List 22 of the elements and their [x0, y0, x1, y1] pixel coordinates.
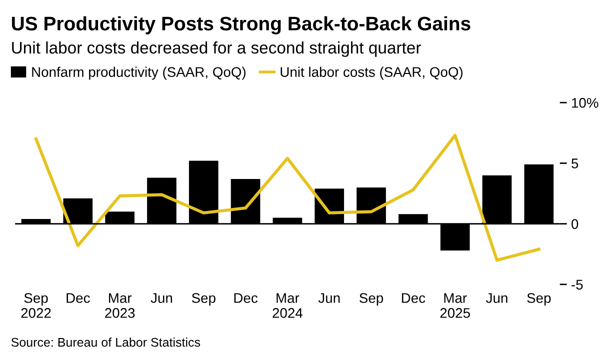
- x-tick-label: Sep 2022: [21, 293, 51, 318]
- y-tick-label: -5: [572, 280, 583, 290]
- chart-subtitle: Unit labor costs decreased for a second straight quarter: [12, 41, 421, 57]
- y-tick-label: 5: [572, 158, 578, 168]
- legend-label: Unit labor costs (SAAR, QoQ): [280, 66, 463, 80]
- y-tick-label: 0: [572, 219, 578, 229]
- x-tick-label: Jun: [486, 293, 508, 303]
- x-tick-label: Jun: [318, 293, 340, 303]
- x-tick-label: Mar 2025: [440, 293, 470, 318]
- legend-label: Nonfarm productivity (SAAR, QoQ): [32, 66, 246, 80]
- x-tick-label: Sep: [527, 293, 551, 306]
- x-tick-label: Sep: [192, 293, 216, 306]
- x-tick-label: Jun: [150, 293, 172, 303]
- x-tick-label: Mar 2024: [272, 293, 302, 318]
- chart-title: US Productivity Posts Strong Back-to-Back Gains: [12, 16, 470, 34]
- x-tick-label: Dec: [402, 293, 426, 303]
- x-tick-label: Dec: [234, 293, 258, 303]
- source-note: Source: Bureau of Labor Statistics: [11, 338, 200, 347]
- x-tick-label: Dec: [66, 293, 90, 303]
- y-tick-label: 10%: [572, 98, 598, 108]
- x-tick-label: Sep: [360, 293, 384, 306]
- x-tick-label: Mar 2023: [105, 293, 135, 318]
